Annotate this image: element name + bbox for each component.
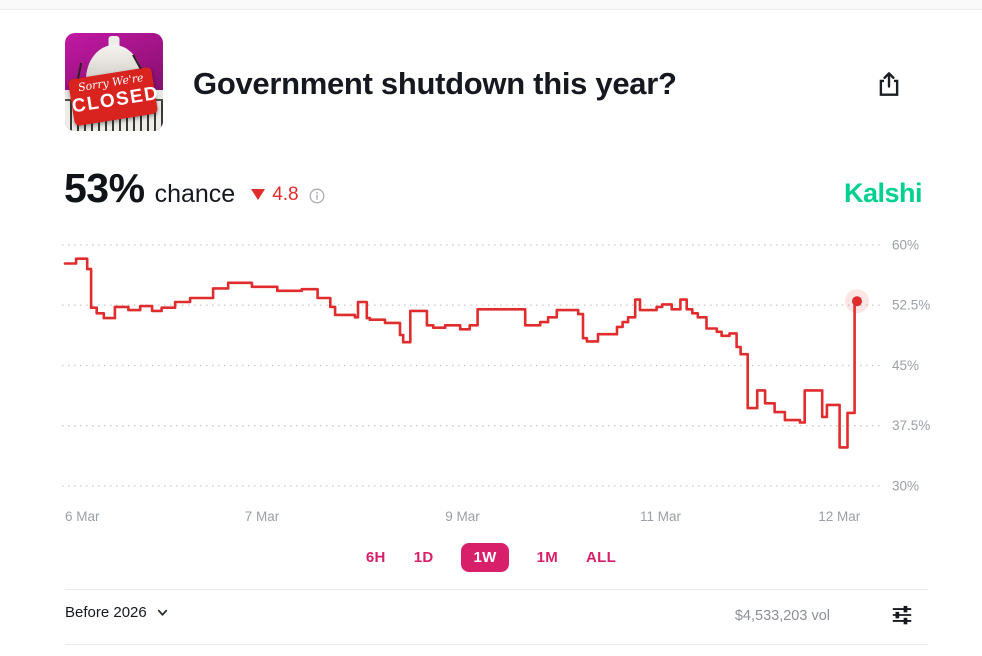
- settings-button[interactable]: [888, 602, 916, 630]
- timeframe-selector: 6H 1D 1W 1M ALL: [0, 543, 982, 572]
- capitol-lantern: [108, 36, 120, 49]
- tab-1w[interactable]: 1W: [461, 543, 509, 572]
- price-row: 53% chance 4.8 Kalshi: [64, 163, 923, 215]
- market-dropdown[interactable]: Before 2026: [65, 604, 169, 621]
- x-axis-label: 12 Mar: [818, 509, 861, 524]
- y-axis-label: 37.5%: [892, 418, 930, 433]
- footer-bottom-divider: [65, 644, 928, 645]
- market-dropdown-label: Before 2026: [65, 604, 147, 621]
- footer-top-divider: [65, 589, 928, 590]
- y-axis-label: 52.5%: [892, 298, 930, 313]
- tab-6h[interactable]: 6H: [366, 543, 386, 572]
- price-change: 4.8: [251, 183, 299, 206]
- price-change-value: 4.8: [272, 183, 299, 205]
- last-price-dot: [852, 296, 862, 307]
- x-axis-label: 6 Mar: [65, 509, 100, 524]
- tab-all[interactable]: ALL: [586, 543, 616, 572]
- tab-1m[interactable]: 1M: [537, 543, 558, 572]
- share-icon: [879, 71, 899, 96]
- x-axis-label: 11 Mar: [640, 509, 682, 524]
- info-icon[interactable]: [309, 188, 325, 204]
- triangle-down-icon: [251, 189, 266, 200]
- price-label: chance: [154, 180, 236, 208]
- top-divider-strip: [0, 0, 982, 10]
- price-line: [63, 257, 859, 449]
- volume-text: $4,533,203 vol: [734, 608, 830, 624]
- page-title: Government shutdown this year?: [193, 66, 677, 101]
- price-chart: 60% 52.5% 45% 37.5% 30% 6 Mar 7 Mar 9 Mar 11 Mar…: [62, 238, 930, 524]
- sliders-icon: [892, 605, 912, 625]
- x-axis-label: 9 Mar: [445, 509, 480, 524]
- chevron-down-icon: [157, 609, 167, 616]
- price-value: 53%: [64, 165, 145, 211]
- tab-1d[interactable]: 1D: [414, 543, 434, 572]
- y-axis-label: 45%: [892, 358, 919, 373]
- kalshi-logo: Kalshi: [843, 177, 923, 208]
- share-button[interactable]: [872, 68, 906, 102]
- y-axis-label: 30%: [892, 479, 919, 494]
- market-icon: Sorry We're CLOSED: [65, 33, 163, 131]
- y-axis-label: 60%: [892, 238, 919, 253]
- x-axis-label: 7 Mar: [245, 509, 280, 524]
